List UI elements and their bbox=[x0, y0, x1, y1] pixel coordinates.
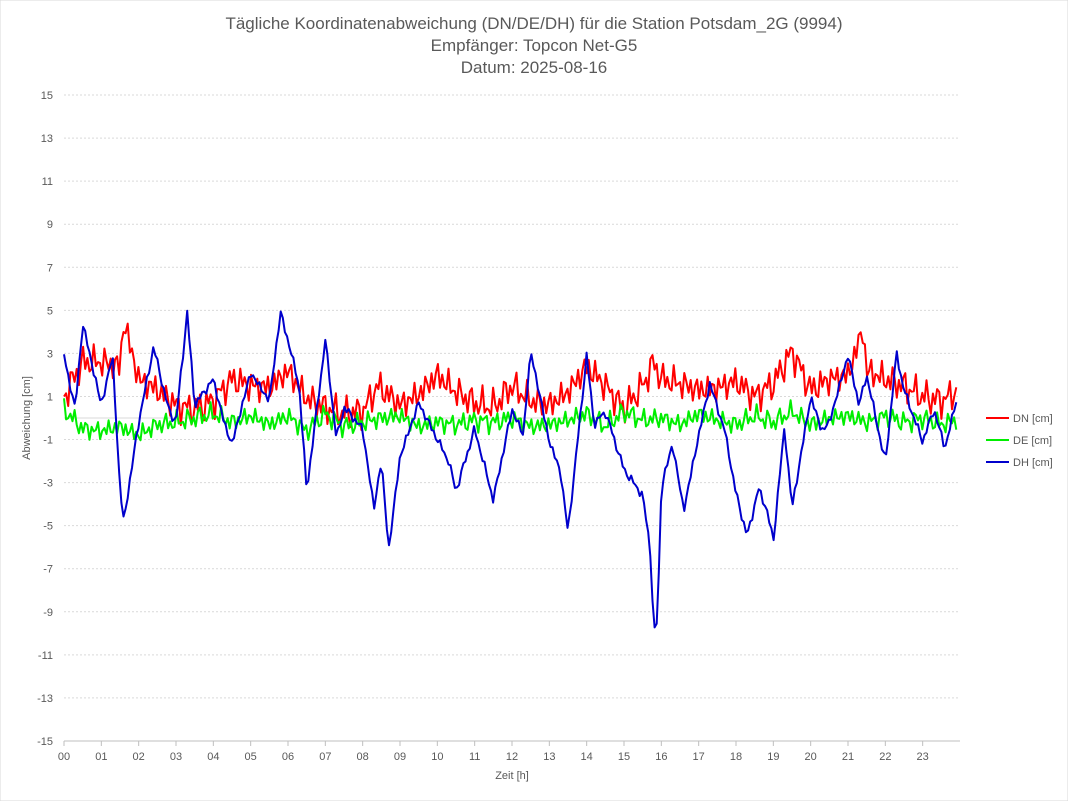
y-tick-label: 5 bbox=[47, 305, 53, 317]
x-tick-label: 17 bbox=[693, 751, 705, 763]
x-tick-label: 12 bbox=[506, 751, 518, 763]
x-tick-label: 00 bbox=[58, 751, 70, 763]
y-tick-label: 11 bbox=[42, 176, 53, 188]
series-line-dn bbox=[63, 322, 958, 431]
x-tick-label: 15 bbox=[618, 751, 630, 763]
chart-title-line-3: Datum: 2025-08-16 bbox=[461, 58, 607, 77]
y-tick-label: 7 bbox=[47, 262, 53, 274]
x-tick-label: 06 bbox=[282, 751, 294, 763]
y-tick-label: 9 bbox=[47, 219, 53, 231]
y-tick-label: -1 bbox=[43, 435, 53, 447]
chart-title-line-2: Empfänger: Topcon Net-G5 bbox=[431, 36, 638, 55]
y-tick-label: -7 bbox=[43, 564, 53, 576]
x-tick-label: 03 bbox=[170, 751, 182, 763]
y-tick-label: 13 bbox=[41, 133, 53, 145]
y-tick-label: 3 bbox=[47, 348, 53, 360]
x-tick-label: 21 bbox=[842, 751, 854, 763]
y-tick-label: -9 bbox=[43, 607, 53, 619]
x-tick-label: 09 bbox=[394, 751, 406, 763]
y-tick-label: -15 bbox=[37, 736, 53, 748]
x-tick-label: 19 bbox=[767, 751, 779, 763]
x-tick-label: 07 bbox=[319, 751, 331, 763]
y-tick-label: -3 bbox=[43, 478, 53, 490]
legend: DN [cm] DE [cm] DH [cm] bbox=[986, 413, 1053, 469]
x-tick-label: 18 bbox=[730, 751, 742, 763]
x-tick-label: 20 bbox=[805, 751, 817, 763]
x-tick-label: 13 bbox=[543, 751, 555, 763]
chart-title-line-1: Tägliche Koordinatenabweichung (DN/DE/DH… bbox=[225, 14, 842, 33]
y-tick-label: -11 bbox=[38, 650, 53, 662]
legend-label-dn: DN [cm] bbox=[1013, 413, 1053, 425]
x-tick-label: 16 bbox=[655, 751, 667, 763]
y-tick-label: 1 bbox=[47, 391, 53, 403]
x-tick-label: 04 bbox=[207, 751, 219, 763]
x-tick-label: 23 bbox=[917, 751, 929, 763]
x-tick-label: 05 bbox=[245, 751, 257, 763]
y-tick-label: -5 bbox=[43, 521, 53, 533]
x-tick-label: 08 bbox=[357, 751, 369, 763]
series-lines bbox=[63, 309, 958, 629]
legend-label-de: DE [cm] bbox=[1013, 435, 1052, 447]
legend-label-dh: DH [cm] bbox=[1013, 457, 1053, 469]
y-tick-label: -13 bbox=[37, 693, 53, 705]
y-axis-tick-labels: 15 13 11 9 7 5 3 1 -1 -3 -5 -7 -9 -11 -13 -15 bbox=[37, 90, 53, 748]
series-line-dh bbox=[63, 309, 958, 629]
x-tick-label: 10 bbox=[431, 751, 443, 763]
y-axis-label: Abweichung [cm] bbox=[21, 376, 33, 460]
x-tick-label: 01 bbox=[95, 751, 107, 763]
x-tick-label: 02 bbox=[133, 751, 145, 763]
x-axis-label: Zeit [h] bbox=[495, 770, 529, 782]
x-tick-label: 11 bbox=[469, 751, 480, 763]
x-tick-label: 22 bbox=[879, 751, 891, 763]
x-axis-tick-labels: 00 01 02 03 04 05 06 07 08 09 10 11 12 13 14 15 16 17 18 19… bbox=[58, 740, 960, 763]
y-tick-label: 15 bbox=[41, 90, 53, 102]
x-tick-label: 14 bbox=[581, 751, 593, 763]
